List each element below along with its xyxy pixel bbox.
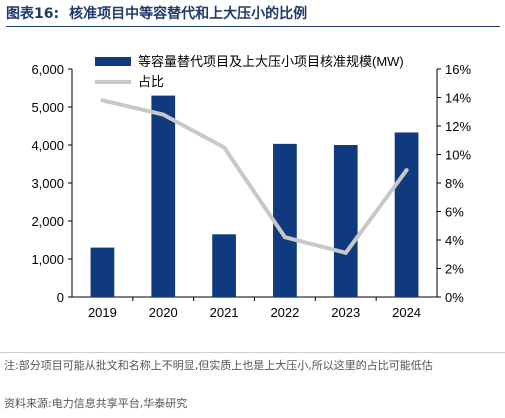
left-tick-label: 2,000 (31, 214, 64, 229)
right-tick-label: 8% (445, 176, 464, 191)
figure-title-text: 核准项目中等容替代和上大压小的比例 (69, 6, 308, 22)
legend-bar-label: 等容量替代项目及上大压小项目核准规模(MW) (138, 54, 404, 69)
legend-line-label: 占比 (138, 74, 164, 89)
right-tick-label: 10% (445, 148, 471, 163)
line-point (343, 250, 348, 255)
x-tick-label: 2021 (210, 305, 239, 320)
x-tick-label: 2020 (149, 305, 178, 320)
line-point (282, 235, 287, 240)
bar (394, 132, 419, 297)
source-note: 资料来源:电力信息共享平台,华泰研究 (4, 397, 188, 410)
right-tick-label: 4% (445, 233, 464, 248)
figure-title: 图表16: 核准项目中等容替代和上大压小的比例 (6, 4, 500, 27)
bar-series (90, 95, 419, 297)
bar (212, 234, 236, 297)
share-line (101, 98, 409, 255)
right-tick-label: 16% (445, 62, 471, 77)
line-point (222, 145, 227, 150)
left-tick-label: 3,000 (31, 176, 64, 191)
x-tick-label: 2024 (392, 305, 421, 320)
footnote: 注:部分项目可能从批文和名称上不明显,但实质上也是上大压小,所以这里的占比可能低… (4, 359, 433, 372)
left-tick-label: 6,000 (31, 62, 64, 77)
legend-bar-swatch (95, 57, 131, 66)
line-point (404, 168, 409, 173)
bar (151, 95, 176, 297)
line-point (161, 112, 166, 117)
right-tick-label: 14% (445, 91, 471, 106)
left-tick-label: 0 (57, 290, 64, 305)
left-tick-label: 1,000 (31, 252, 64, 267)
right-tick-label: 2% (445, 262, 464, 277)
notes-divider (0, 352, 505, 353)
left-tick-label: 5,000 (31, 100, 64, 115)
combo-chart: 等容量替代项目及上大压小项目核准规模(MW) 占比 0 1,000 2,000 3,0… (31, 54, 471, 320)
line-point (100, 98, 105, 103)
x-tick-label: 2022 (270, 305, 299, 320)
right-tick-label: 0% (445, 290, 464, 305)
right-tick-label: 6% (445, 205, 464, 220)
x-tick-label: 2023 (331, 305, 360, 320)
bar (90, 247, 115, 297)
chart-axes: 0 1,000 2,000 3,000 4,000 5,000 6,000 0% 2% 4% 6% 8… (31, 62, 471, 320)
bar (273, 143, 297, 297)
figure-label: 图表16: (6, 6, 60, 22)
bar (333, 145, 358, 297)
chart-legend: 等容量替代项目及上大压小项目核准规模(MW) 占比 (95, 54, 404, 89)
right-tick-label: 12% (445, 119, 471, 134)
line-series (100, 98, 409, 255)
x-tick-label: 2019 (88, 305, 117, 320)
left-tick-label: 4,000 (31, 138, 64, 153)
